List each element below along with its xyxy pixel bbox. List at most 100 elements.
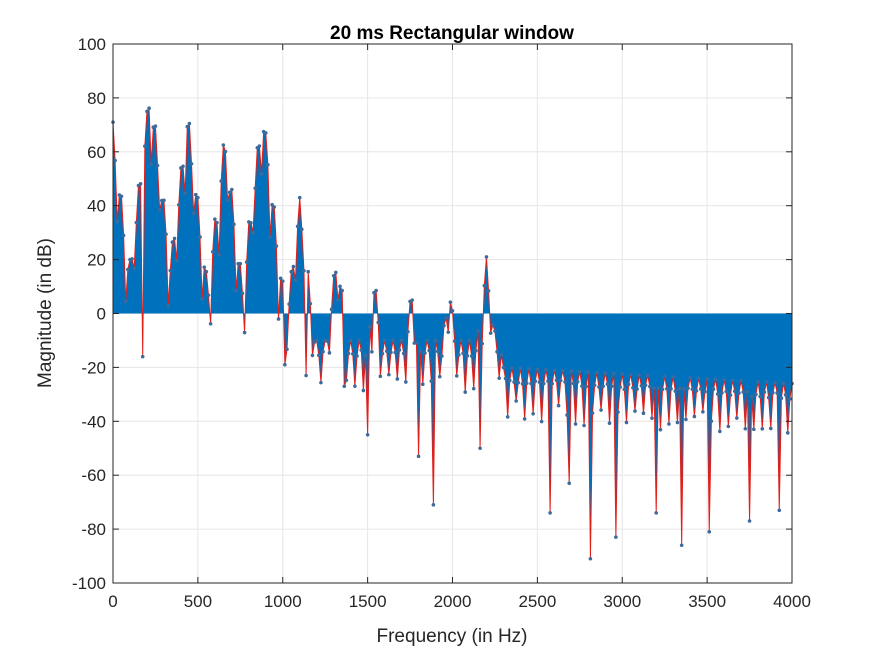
sample-point xyxy=(578,369,582,374)
sample-point xyxy=(616,410,620,414)
sample-point xyxy=(446,330,451,334)
sample-point xyxy=(611,371,616,376)
sample-point xyxy=(754,392,758,397)
sample-point xyxy=(541,381,546,386)
sample-point xyxy=(331,273,336,278)
sample-point xyxy=(728,393,733,397)
chart-title: 20 ms Rectangular window xyxy=(330,23,574,44)
sample-point xyxy=(735,416,739,420)
sample-point xyxy=(779,396,784,400)
sample-point xyxy=(225,198,230,202)
sample-point xyxy=(478,446,482,451)
sample-point xyxy=(181,164,185,169)
sample-point xyxy=(202,265,207,269)
sample-point xyxy=(673,389,678,393)
sample-point xyxy=(586,370,591,374)
sample-point xyxy=(561,368,565,373)
sample-point xyxy=(283,362,287,367)
sample-point xyxy=(334,270,338,275)
sample-point xyxy=(134,220,139,225)
sample-point xyxy=(773,380,777,385)
sample-point xyxy=(476,329,480,333)
sample-point xyxy=(213,217,217,221)
sample-point xyxy=(183,191,187,196)
sample-point xyxy=(259,172,264,176)
sample-point xyxy=(162,198,166,203)
sample-point xyxy=(147,106,151,111)
sample-point xyxy=(675,420,680,425)
sample-point xyxy=(665,387,669,391)
sample-point xyxy=(493,329,497,333)
sample-point xyxy=(533,379,538,383)
sample-point xyxy=(399,338,404,343)
sample-point xyxy=(522,417,527,421)
x-tick-label: 2000 xyxy=(434,592,472,611)
sample-point xyxy=(143,144,147,148)
sample-point xyxy=(274,244,279,248)
sample-point xyxy=(711,387,716,391)
sample-point xyxy=(722,377,726,382)
sample-point xyxy=(715,392,720,396)
sample-point xyxy=(291,264,296,269)
sample-point xyxy=(486,289,491,293)
sample-point xyxy=(605,382,610,386)
sample-point xyxy=(433,338,438,343)
sample-point xyxy=(645,373,650,378)
sample-point xyxy=(726,424,731,429)
sample-point xyxy=(172,236,177,241)
sample-point xyxy=(230,187,234,192)
sample-point xyxy=(639,383,644,388)
sample-point xyxy=(607,421,612,425)
sample-point xyxy=(514,399,518,403)
sample-point xyxy=(766,395,771,400)
sample-point xyxy=(677,386,682,391)
sample-point xyxy=(599,408,603,412)
sample-point xyxy=(257,144,262,148)
sample-point xyxy=(531,411,535,416)
sample-point xyxy=(176,202,181,207)
sample-point xyxy=(297,195,302,200)
sample-point xyxy=(238,261,243,266)
sample-point xyxy=(548,511,552,515)
sample-point xyxy=(187,121,192,126)
sample-point xyxy=(276,317,281,321)
sample-point xyxy=(346,351,351,356)
sample-point xyxy=(505,415,510,419)
x-tick-label: 1500 xyxy=(349,592,387,611)
sample-point xyxy=(304,373,308,378)
sample-point xyxy=(374,288,378,293)
sample-point xyxy=(357,338,361,343)
sample-point xyxy=(450,309,455,313)
sample-point xyxy=(614,535,618,539)
sample-point xyxy=(410,298,414,302)
spectrum-markers xyxy=(111,106,794,561)
sample-point xyxy=(168,268,173,273)
sample-point xyxy=(628,372,633,377)
sample-point xyxy=(382,338,387,343)
sample-point xyxy=(365,432,370,437)
sample-point xyxy=(739,378,743,383)
sample-point xyxy=(660,387,665,392)
sample-point xyxy=(622,387,627,392)
sample-point xyxy=(140,354,145,359)
sample-point xyxy=(280,279,285,283)
sample-point xyxy=(484,255,489,259)
sample-point xyxy=(404,380,408,384)
sample-point xyxy=(539,419,544,424)
sample-point xyxy=(295,224,300,229)
x-axis-label: Frequency (in Hz) xyxy=(377,626,528,647)
sample-point xyxy=(384,349,389,353)
sample-point xyxy=(527,367,531,371)
sample-point xyxy=(314,338,319,343)
sample-point xyxy=(308,301,313,306)
y-tick-label: -40 xyxy=(81,412,106,431)
sample-point xyxy=(732,389,737,394)
sample-point xyxy=(609,384,614,389)
x-tick-label: 500 xyxy=(184,592,212,611)
sample-point xyxy=(130,257,134,261)
sample-point xyxy=(227,190,232,195)
sample-point xyxy=(747,519,752,523)
sample-point xyxy=(448,300,453,304)
ticks: 0 500 1000 1500 2000 2500 3000 3500 4000-100-80-… xyxy=(72,35,811,611)
spectrum-area xyxy=(113,108,792,559)
